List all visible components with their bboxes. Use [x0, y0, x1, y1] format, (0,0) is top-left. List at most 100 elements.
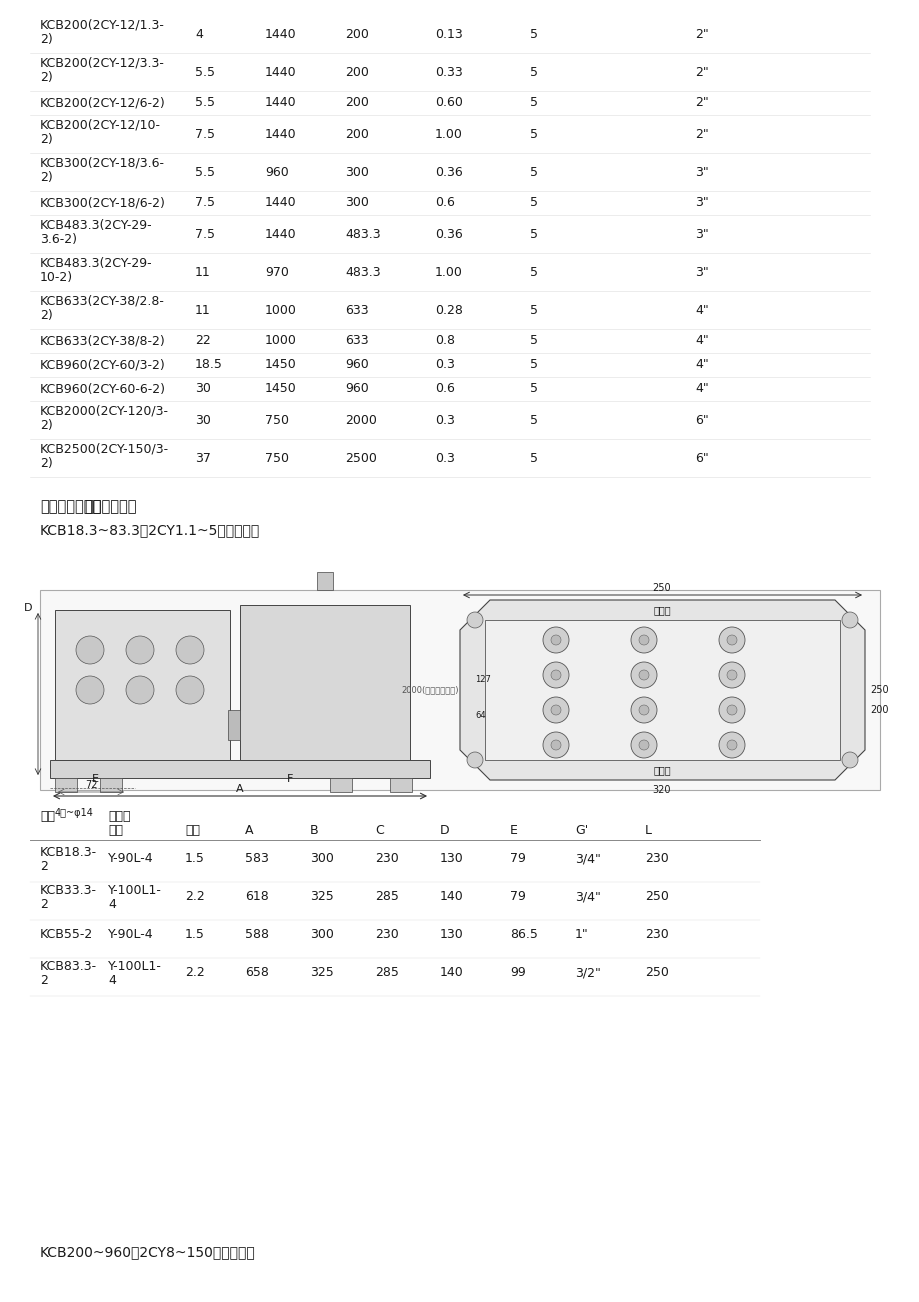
Circle shape — [719, 661, 744, 687]
Text: 230: 230 — [644, 928, 668, 941]
Text: 2: 2 — [40, 861, 48, 874]
Text: KCB483.3(2CY-29-: KCB483.3(2CY-29- — [40, 219, 153, 232]
Text: 5: 5 — [529, 165, 538, 178]
Circle shape — [176, 635, 204, 664]
Text: 250: 250 — [644, 966, 668, 979]
Circle shape — [550, 704, 561, 715]
Text: 进油口: 进油口 — [652, 766, 670, 775]
Text: KCB18.3~83.3与2CY1.1~5安装尺寸图: KCB18.3~83.3与2CY1.1~5安装尺寸图 — [40, 523, 260, 536]
Text: 1440: 1440 — [265, 228, 296, 241]
Text: 960: 960 — [345, 383, 369, 396]
Bar — [240, 605, 410, 760]
Circle shape — [726, 704, 736, 715]
Text: 0.3: 0.3 — [435, 414, 454, 427]
Text: 1": 1" — [574, 928, 588, 941]
Circle shape — [639, 740, 648, 750]
Text: 130: 130 — [439, 928, 463, 941]
Circle shape — [719, 628, 744, 654]
Text: 1440: 1440 — [265, 27, 296, 40]
Text: 5: 5 — [529, 414, 538, 427]
Text: F: F — [287, 773, 293, 784]
Text: 2): 2) — [40, 419, 52, 432]
Text: 960: 960 — [265, 165, 289, 178]
Text: 18.5: 18.5 — [195, 358, 222, 371]
Text: 3": 3" — [694, 197, 708, 210]
Text: 6": 6" — [694, 452, 708, 465]
Text: 【计量泵齿轮】: 【计量泵齿轮】 — [40, 499, 101, 514]
Text: 5.5: 5.5 — [195, 65, 215, 78]
Bar — [55, 779, 77, 792]
Text: 10-2): 10-2) — [40, 271, 73, 284]
Text: 2000: 2000 — [345, 414, 377, 427]
Text: 2000(进出油口距离): 2000(进出油口距离) — [401, 685, 459, 694]
Text: 285: 285 — [375, 891, 399, 904]
Text: 4": 4" — [694, 383, 708, 396]
Text: L: L — [644, 824, 652, 837]
Text: 1.00: 1.00 — [435, 266, 462, 279]
Text: 5: 5 — [529, 65, 538, 78]
Circle shape — [126, 635, 153, 664]
Text: 658: 658 — [244, 966, 268, 979]
Text: 86.5: 86.5 — [509, 928, 538, 941]
Text: 5: 5 — [529, 96, 538, 109]
Text: 2: 2 — [40, 898, 48, 911]
Text: 750: 750 — [265, 452, 289, 465]
Text: 140: 140 — [439, 966, 463, 979]
Text: 0.6: 0.6 — [435, 197, 454, 210]
Text: 22: 22 — [195, 335, 210, 348]
Text: 3": 3" — [694, 165, 708, 178]
Circle shape — [176, 676, 204, 704]
Circle shape — [630, 732, 656, 758]
Text: 2": 2" — [694, 27, 708, 40]
Text: KCB633(2CY-38/8-2): KCB633(2CY-38/8-2) — [40, 335, 165, 348]
Text: A: A — [236, 784, 244, 794]
Text: 325: 325 — [310, 891, 334, 904]
Text: 230: 230 — [644, 852, 668, 865]
Text: 140: 140 — [439, 891, 463, 904]
Text: E: E — [91, 773, 98, 784]
Text: 200: 200 — [869, 704, 888, 715]
Circle shape — [719, 697, 744, 723]
Circle shape — [76, 635, 104, 664]
Text: 633: 633 — [345, 335, 369, 348]
Text: 出油口: 出油口 — [652, 605, 670, 615]
Text: KCB18.3-: KCB18.3- — [40, 846, 97, 859]
Text: Y-100L1-: Y-100L1- — [108, 884, 162, 897]
Bar — [330, 779, 352, 792]
Text: 250: 250 — [644, 891, 668, 904]
Text: 7.5: 7.5 — [195, 128, 215, 141]
Text: 5: 5 — [529, 197, 538, 210]
Text: 5: 5 — [529, 383, 538, 396]
Text: 2500: 2500 — [345, 452, 377, 465]
Text: 250: 250 — [869, 685, 888, 695]
Text: 970: 970 — [265, 266, 289, 279]
Circle shape — [126, 676, 153, 704]
Circle shape — [76, 676, 104, 704]
Text: 4: 4 — [108, 974, 116, 987]
Text: 4孔~φ14: 4孔~φ14 — [55, 809, 94, 818]
Text: D: D — [24, 603, 32, 613]
Text: 型号: 型号 — [108, 824, 123, 837]
Text: 0.36: 0.36 — [435, 228, 462, 241]
Text: 3/4": 3/4" — [574, 852, 600, 865]
Text: 300: 300 — [345, 165, 369, 178]
Text: 3/4": 3/4" — [574, 891, 600, 904]
Text: KCB300(2CY-18/3.6-: KCB300(2CY-18/3.6- — [40, 158, 165, 171]
Circle shape — [542, 732, 568, 758]
Text: 0.3: 0.3 — [435, 452, 454, 465]
Text: 5: 5 — [529, 266, 538, 279]
Circle shape — [550, 635, 561, 644]
Text: 5: 5 — [529, 452, 538, 465]
Circle shape — [726, 740, 736, 750]
Text: 5.5: 5.5 — [195, 165, 215, 178]
Text: 功率: 功率 — [185, 824, 199, 837]
Text: 960: 960 — [345, 358, 369, 371]
Text: 1440: 1440 — [265, 96, 296, 109]
Text: 1450: 1450 — [265, 383, 297, 396]
Text: 1.5: 1.5 — [185, 928, 205, 941]
Text: 250: 250 — [652, 583, 671, 592]
Circle shape — [542, 661, 568, 687]
Text: KCB633(2CY-38/2.8-: KCB633(2CY-38/2.8- — [40, 296, 165, 309]
Text: KCB2500(2CY-150/3-: KCB2500(2CY-150/3- — [40, 443, 169, 456]
Text: 1440: 1440 — [265, 65, 296, 78]
